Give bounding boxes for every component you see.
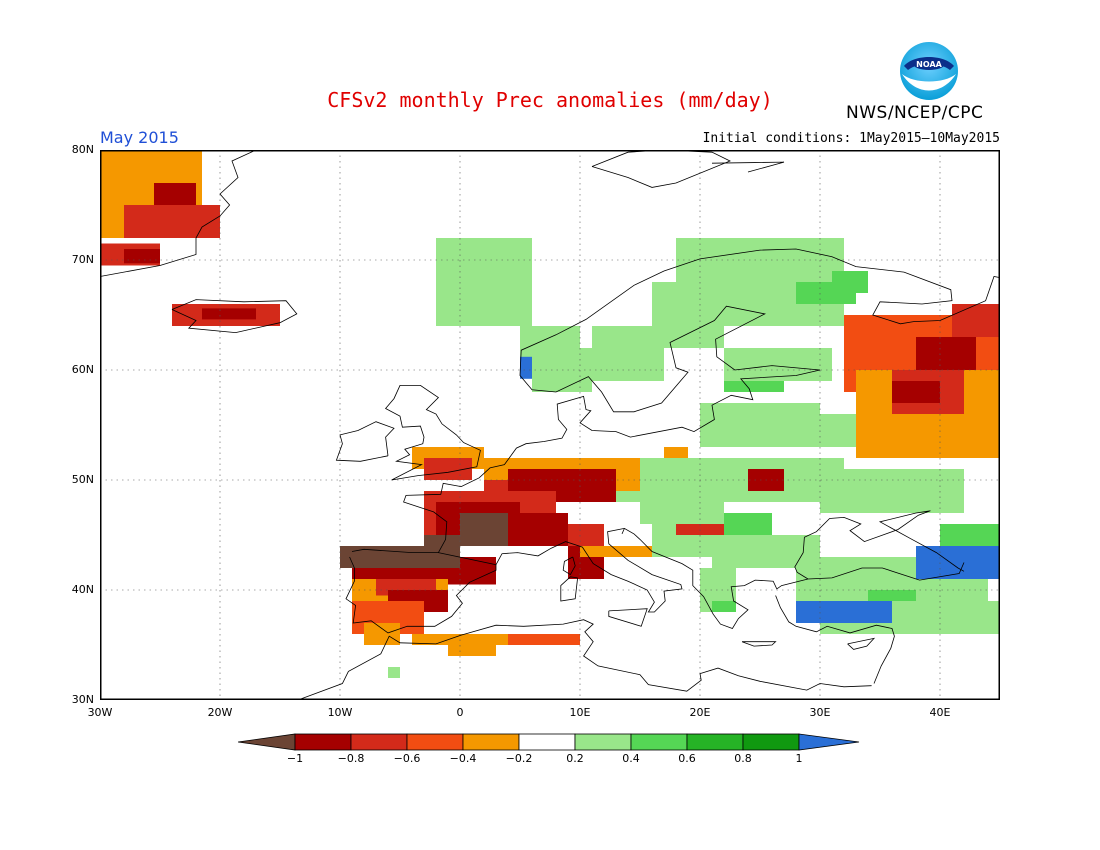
coastline-segment — [608, 608, 648, 627]
anomaly-cell — [616, 458, 844, 502]
colorbar-label-4: −0.4 — [449, 752, 477, 765]
anomaly-cell — [508, 513, 568, 546]
anomaly-cell — [388, 667, 400, 678]
anomaly-cell — [916, 337, 976, 370]
anomaly-cell — [868, 590, 916, 601]
lon-label-40e: 40E — [929, 706, 951, 719]
anomaly-cell — [124, 205, 220, 238]
colorbar-label-6: 0.2 — [566, 752, 584, 765]
coastline-segment — [711, 161, 785, 173]
initial-conditions-label: Initial conditions: 1May2015—10May2015 — [702, 131, 1000, 146]
colorbar-label-2: −0.8 — [337, 752, 365, 765]
lon-label-10w: 10W — [327, 706, 353, 719]
month-label: May 2015 — [100, 128, 179, 147]
anomaly-cell — [796, 282, 856, 304]
anomaly-cell — [340, 546, 424, 568]
colorbar-right-arrow — [798, 733, 860, 751]
lat-label-70n: 70N — [71, 253, 94, 266]
colorbar-swatch-7 — [630, 733, 688, 751]
colorbar-swatch-8 — [686, 733, 744, 751]
anomaly-cell — [724, 381, 784, 392]
coastline-segment — [621, 528, 625, 535]
colorbar-swatch-2 — [350, 733, 408, 751]
lon-label-20w: 20W — [207, 706, 233, 719]
logo-text: NOAA — [916, 60, 942, 69]
coastline-segment — [847, 637, 876, 650]
lon-label-20e: 20E — [689, 706, 711, 719]
colorbar-swatch-5 — [518, 733, 576, 751]
lon-label-0: 0 — [456, 706, 464, 719]
anomaly-cells — [100, 150, 1000, 678]
lon-label-30e: 30E — [809, 706, 831, 719]
anomaly-cell — [664, 447, 688, 458]
lat-label-60n: 60N — [71, 363, 94, 376]
anomaly-cell — [448, 645, 496, 656]
coastline-segment — [804, 510, 965, 572]
lat-label-50n: 50N — [71, 473, 94, 486]
anomaly-cell — [508, 634, 580, 645]
colorbar-label-1: −1 — [286, 752, 304, 765]
coastline-segment — [775, 595, 895, 684]
colorbar-left-arrow — [238, 733, 296, 751]
anomaly-cell — [580, 546, 652, 557]
anomaly-cell — [202, 308, 256, 320]
anomaly-cell — [796, 601, 892, 623]
coastline-segment — [741, 641, 777, 647]
lon-label-30w: 30W — [87, 706, 113, 719]
coastline-segment — [100, 150, 257, 277]
colorbar-swatch-9 — [742, 733, 800, 751]
map-frame — [100, 150, 1000, 700]
coastline-segment — [297, 619, 872, 700]
lat-label-80n: 80N — [71, 143, 94, 156]
coastline-segment — [495, 527, 965, 629]
colorbar-label-7: 0.4 — [622, 752, 640, 765]
colorbar-label-5: −0.2 — [505, 752, 533, 765]
coastline-segment — [794, 537, 809, 580]
noaa-logo-icon: NOAA — [900, 42, 958, 100]
agency-label: NWS/NCEP/CPC — [846, 103, 984, 123]
anomaly-cell — [460, 513, 508, 546]
anomaly-cell — [472, 634, 508, 645]
colorbar — [238, 733, 860, 751]
anomaly-cell — [892, 381, 940, 403]
coastline-segment — [335, 421, 395, 462]
anomaly-cell — [952, 304, 1000, 337]
colorbar-label-3: −0.6 — [393, 752, 421, 765]
colorbar-swatch-4 — [462, 733, 520, 751]
colorbar-label-9: 0.8 — [734, 752, 752, 765]
anomaly-cell — [712, 601, 736, 612]
colorbar-swatch-3 — [406, 733, 464, 751]
anomaly-cell — [520, 356, 532, 379]
grid-lines — [100, 150, 1000, 700]
colorbar-swatch-6 — [574, 733, 632, 751]
anomaly-cell — [124, 249, 160, 264]
lat-label-30n: 30N — [71, 693, 94, 706]
coastline-segment — [560, 576, 578, 602]
anomaly-cell — [364, 623, 400, 645]
lon-label-10e: 10E — [569, 706, 591, 719]
colorbar-swatch-1 — [294, 733, 352, 751]
colorbar-label-8: 0.6 — [678, 752, 696, 765]
anomaly-cell — [424, 535, 460, 568]
chart-title: CFSv2 monthly Prec anomalies (mm/day) — [327, 88, 773, 112]
lat-label-40n: 40N — [71, 583, 94, 596]
coastline-segment — [384, 384, 481, 481]
coastline-segment — [403, 248, 1000, 553]
anomaly-map — [100, 150, 1000, 700]
anomaly-cell — [820, 469, 964, 513]
coastline-segment — [591, 150, 731, 188]
coastline-segment — [171, 299, 298, 334]
anomaly-cell — [724, 348, 832, 381]
anomaly-cell — [436, 238, 532, 326]
colorbar-label-10: 1 — [795, 752, 803, 765]
coastline-segment — [345, 548, 497, 634]
coastline-segment — [562, 556, 576, 576]
